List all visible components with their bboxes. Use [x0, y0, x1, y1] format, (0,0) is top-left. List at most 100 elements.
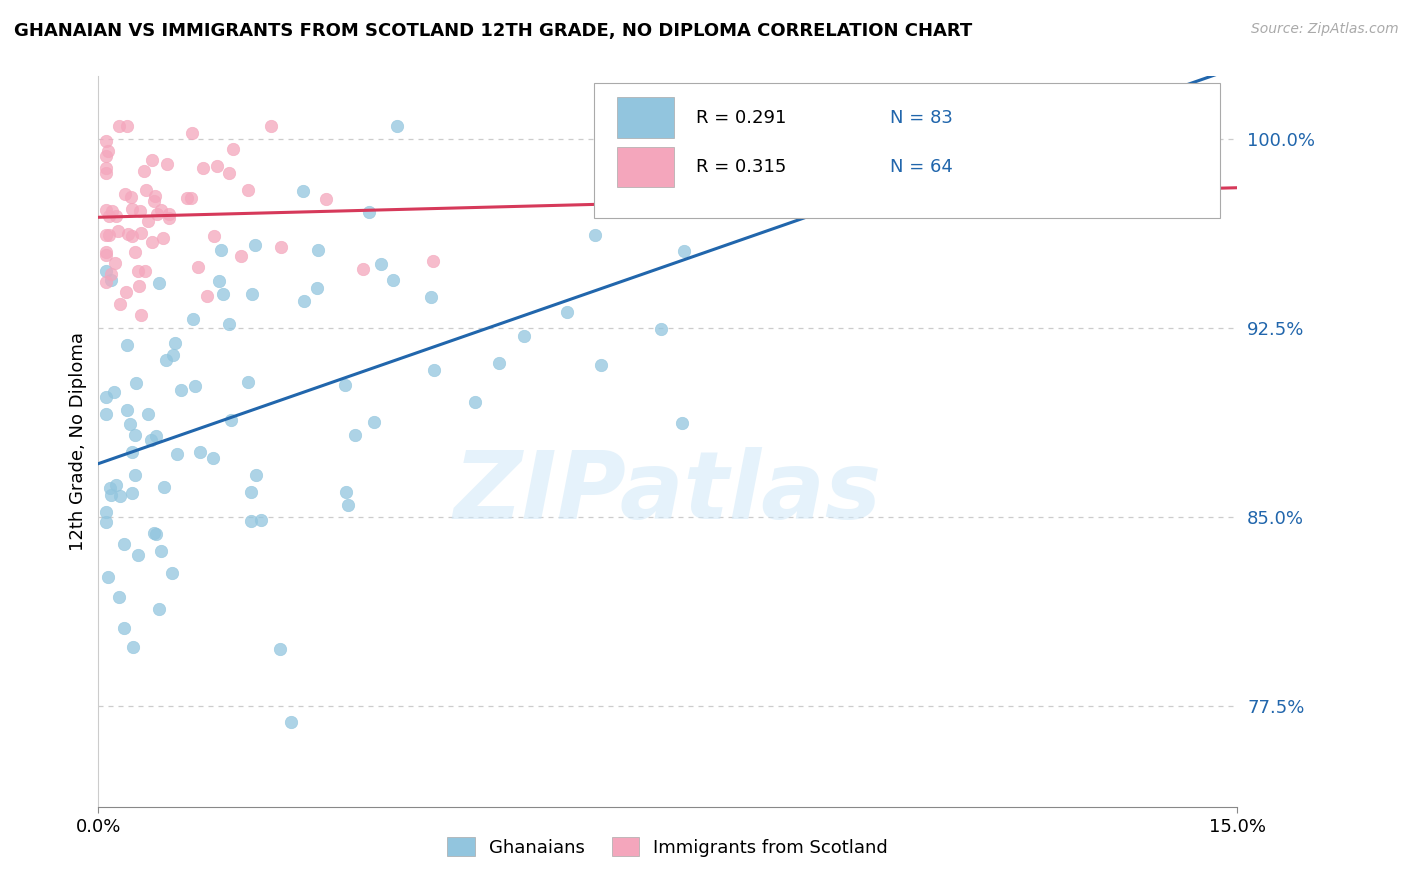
Point — [423, 363, 446, 377]
Point — [205, 159, 228, 173]
Point — [129, 309, 152, 323]
Point — [124, 427, 146, 442]
Point — [583, 228, 606, 243]
Point — [115, 403, 138, 417]
Point — [180, 191, 202, 205]
Point — [811, 120, 834, 134]
Point — [209, 244, 232, 258]
Point — [128, 204, 150, 219]
Point — [135, 183, 157, 197]
Point — [292, 293, 315, 308]
Point — [333, 377, 356, 392]
Point — [100, 488, 122, 502]
Point — [195, 289, 218, 303]
Point — [671, 416, 693, 430]
Point — [94, 275, 117, 289]
Point — [148, 276, 170, 290]
Point — [112, 621, 135, 635]
Point — [150, 202, 173, 217]
Point — [143, 194, 166, 209]
Text: N = 83: N = 83 — [890, 109, 953, 127]
Point — [336, 499, 359, 513]
Point — [382, 273, 405, 287]
Point — [97, 570, 120, 584]
Point — [187, 260, 209, 274]
Point — [169, 384, 191, 398]
Point — [94, 390, 117, 404]
Point — [344, 427, 367, 442]
Point — [419, 290, 441, 304]
Point — [201, 450, 224, 465]
Point — [153, 480, 176, 494]
Point — [305, 281, 328, 295]
Text: Source: ZipAtlas.com: Source: ZipAtlas.com — [1251, 22, 1399, 37]
Point — [112, 537, 135, 551]
Point — [107, 224, 129, 238]
Point — [94, 166, 117, 180]
Point — [129, 226, 152, 240]
Point — [156, 157, 179, 171]
Point — [117, 227, 139, 241]
Point — [127, 264, 149, 278]
Point — [142, 525, 165, 540]
Point — [219, 413, 242, 427]
Point — [352, 261, 374, 276]
Point — [94, 161, 117, 175]
Point — [166, 447, 188, 461]
Point — [245, 468, 267, 483]
Point — [121, 640, 143, 655]
Point — [488, 356, 510, 370]
Point — [101, 203, 124, 218]
Point — [141, 434, 163, 448]
Point — [193, 161, 215, 175]
Point — [114, 187, 136, 202]
Point — [124, 376, 146, 391]
Point — [136, 214, 159, 228]
Point — [132, 164, 155, 178]
Text: R = 0.291: R = 0.291 — [696, 109, 787, 127]
Point — [157, 211, 180, 226]
Point — [335, 485, 357, 500]
Point — [121, 202, 143, 217]
Point — [108, 489, 131, 503]
Point — [118, 417, 141, 432]
Point — [128, 279, 150, 293]
Point — [104, 477, 127, 491]
Point — [202, 229, 225, 244]
Point — [155, 353, 177, 368]
Point — [124, 468, 146, 483]
Point — [160, 566, 183, 580]
Point — [121, 228, 143, 243]
Point — [94, 515, 117, 529]
Text: N = 64: N = 64 — [890, 158, 953, 177]
Point — [98, 227, 121, 242]
Point — [422, 254, 444, 268]
Point — [259, 120, 281, 134]
Point — [162, 348, 184, 362]
Point — [98, 482, 121, 496]
Point — [591, 358, 613, 372]
Point — [145, 526, 167, 541]
Point — [108, 297, 131, 311]
Point — [115, 120, 138, 134]
Text: ZIPatlas: ZIPatlas — [454, 447, 882, 539]
Point — [148, 602, 170, 616]
Point — [231, 249, 253, 263]
Point — [145, 189, 167, 203]
Point — [146, 207, 169, 221]
Point — [385, 120, 408, 134]
Point — [96, 407, 118, 421]
Point — [208, 274, 231, 288]
Point — [94, 248, 117, 262]
Point — [269, 641, 291, 656]
Point — [650, 322, 672, 336]
Point — [238, 183, 260, 197]
Point — [682, 178, 704, 193]
Point — [315, 192, 337, 206]
Point — [94, 264, 117, 278]
Point — [141, 153, 163, 167]
Text: GHANAIAN VS IMMIGRANTS FROM SCOTLAND 12TH GRADE, NO DIPLOMA CORRELATION CHART: GHANAIAN VS IMMIGRANTS FROM SCOTLAND 12T… — [14, 22, 973, 40]
Point — [120, 190, 142, 204]
Point — [141, 235, 163, 249]
FancyBboxPatch shape — [617, 97, 673, 137]
